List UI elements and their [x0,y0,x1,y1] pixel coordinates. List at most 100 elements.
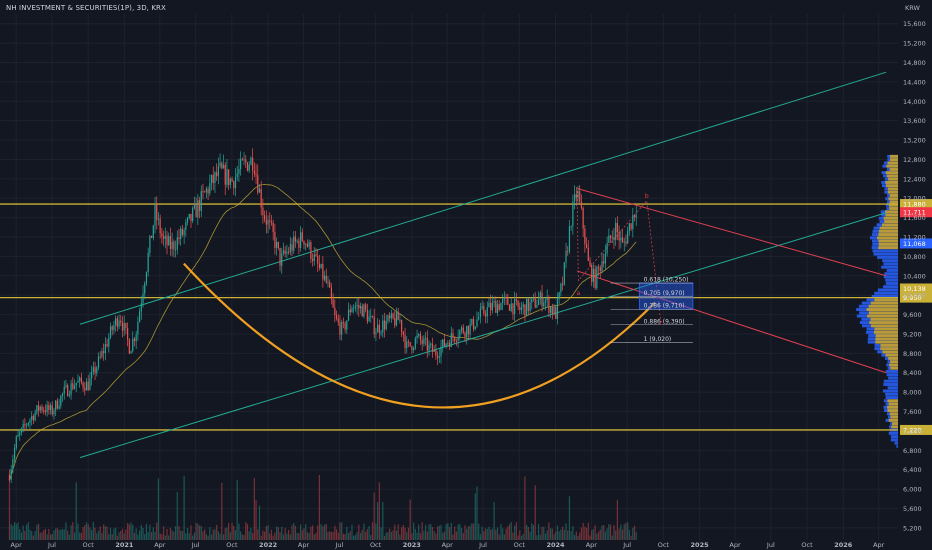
candle [594,268,596,288]
volume-bar [181,530,184,540]
candle [572,201,574,227]
profile-bin-value-area [888,418,898,422]
candle [611,237,613,239]
volume-bar [397,524,399,540]
volume-bar [195,523,197,540]
candle [457,337,459,341]
candle [327,282,329,283]
profile-bin [886,373,898,377]
candle [517,300,519,308]
candle [483,306,485,314]
candle [236,173,238,177]
volume-bar [238,523,240,540]
candle [10,469,12,480]
volume-bar [582,522,584,540]
profile-bin-value-area [886,164,898,168]
candle [452,333,454,338]
volume-bar [421,522,423,540]
candle [270,221,273,223]
volume-bar [149,524,151,540]
candle [108,337,110,347]
volume-bar [387,532,389,540]
volume-bar [260,535,262,540]
volume-bar [226,527,228,540]
volume-bar [407,527,410,540]
volume-bar [344,534,346,540]
candle [358,305,360,309]
profile-bin-value-area [870,301,898,305]
candle [289,244,291,253]
profile-bin-value-area [889,167,898,171]
x-tick-label: Jul [47,541,56,549]
candle [354,306,356,308]
candle [526,298,528,316]
volume-bar [531,523,533,540]
candle [596,266,598,288]
volume-bar [99,526,101,540]
profile-bin-value-area [888,197,898,201]
volume-bar [318,474,321,540]
volume-bar [92,522,94,540]
volume-bar [282,534,285,540]
profile-bin-value-area [878,233,898,237]
volume-bar [498,534,500,540]
candle [197,200,199,218]
profile-bin-value-area [890,360,898,364]
volume-bar [452,534,454,540]
volume-bar [529,531,531,540]
profile-bin-value-area [889,412,898,416]
candle [502,298,504,304]
candle [430,343,432,345]
volume-bar [228,523,230,540]
profile-bin [877,288,898,292]
x-tick-label: Jul [622,541,631,549]
volume-bar [39,532,41,540]
candle [162,236,165,239]
candle [414,338,416,349]
price-tag [900,199,932,210]
volume-bar [621,529,624,540]
volume-bar [305,524,307,540]
x-tick-label: 2021 [115,541,134,549]
profile-bin-value-area [891,425,898,429]
y-tick-label: 15,200 [903,40,926,48]
volume-bar [508,524,511,540]
candle [495,301,497,313]
profile-bin-value-area [880,343,898,347]
volume-bar [85,522,88,540]
price-tag-label: 10,138 [903,285,926,293]
candle [265,219,267,225]
volume-bar [561,526,564,540]
candle [233,181,235,189]
volume-bar [159,533,161,540]
candle [219,162,221,167]
volume-bar [604,531,607,540]
volume-bar [373,492,375,540]
volume-bar [577,535,579,540]
candle [51,405,53,415]
candle [423,338,425,344]
candle [111,326,113,330]
candle [156,204,158,220]
candle [46,404,48,413]
volume-bar [536,535,538,540]
candle [258,188,261,193]
candle [394,318,396,326]
candle [591,265,593,282]
volume-bar [580,527,583,540]
candle [147,252,149,273]
candle [505,297,507,298]
volume-bar [356,532,358,540]
profile-bin-value-area [870,317,898,321]
profile-bin-value-area [887,190,898,194]
x-tick-label: Apr [154,541,166,549]
profile-bin-value-area [887,161,898,165]
candle [560,283,562,293]
volume-bar [329,531,331,540]
volume-bar [526,524,528,540]
volume-bar [277,527,279,540]
volume-bar [257,529,259,540]
profile-bin [883,285,898,289]
volume-bar [423,530,425,540]
